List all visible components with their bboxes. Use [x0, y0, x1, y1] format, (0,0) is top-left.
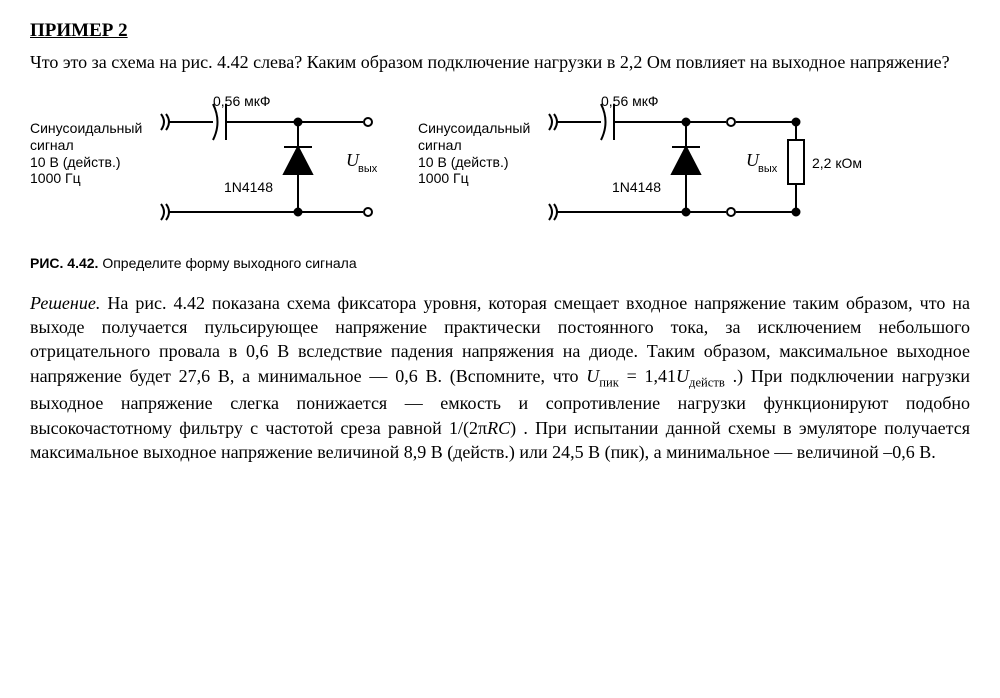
- circuit-left: Синусоидальный сигнал 10 В (действ.) 100…: [30, 92, 388, 242]
- src-r2: сигнал: [418, 137, 538, 154]
- circuit-right: Синусоидальный сигнал 10 В (действ.) 100…: [418, 92, 866, 242]
- caption-rest: Определите форму выходного сигнала: [98, 255, 356, 271]
- caption-bold: РИС. 4.42.: [30, 255, 98, 271]
- src-r1: Синусоидальный: [418, 120, 538, 137]
- cap-label-r: 0,56 мкФ: [601, 93, 659, 109]
- uout-sub-l: вых: [358, 163, 378, 175]
- diode-label-l: 1N4148: [224, 179, 273, 195]
- cap-label-l: 0,56 мкФ: [213, 93, 271, 109]
- src-l3: 10 В (действ.): [30, 154, 150, 171]
- circuit-right-svg: 0,56 мкФ 1N4148 U вых 2,2 кОм: [546, 92, 866, 242]
- load-label: 2,2 кОм: [812, 155, 862, 171]
- question-text: Что это за схема на рис. 4.42 слева? Как…: [30, 50, 970, 74]
- diode-label-r: 1N4148: [612, 179, 661, 195]
- src-r3: 10 В (действ.): [418, 154, 538, 171]
- src-r4: 1000 Гц: [418, 170, 538, 187]
- src-l2: сигнал: [30, 137, 150, 154]
- example-heading: ПРИМЕР 2: [30, 18, 970, 44]
- solution-text: Решение. На рис. 4.42 показана схема фик…: [30, 291, 970, 464]
- figure-row: Синусоидальный сигнал 10 В (действ.) 100…: [30, 92, 970, 242]
- circuit-left-svg: 0,56 мкФ 1N4148 U вых: [158, 92, 388, 242]
- source-label-right: Синусоидальный сигнал 10 В (действ.) 100…: [418, 92, 538, 187]
- figure-caption: РИС. 4.42. Определите форму выходного си…: [30, 254, 970, 273]
- src-l1: Синусоидальный: [30, 120, 150, 137]
- uout-sub-r: вых: [758, 163, 778, 175]
- source-label-left: Синусоидальный сигнал 10 В (действ.) 100…: [30, 92, 150, 187]
- src-l4: 1000 Гц: [30, 170, 150, 187]
